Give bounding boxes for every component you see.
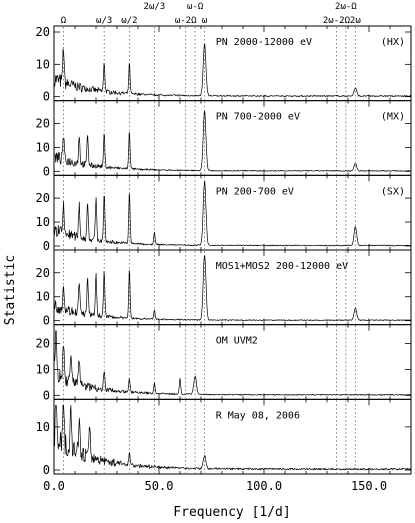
spectrum-curve: [54, 255, 411, 321]
x-axis-title: Frequency [1/d]: [173, 505, 290, 520]
reference-label-7: 2ω-2Ω: [323, 16, 351, 26]
y-tick-label: 10: [36, 57, 50, 71]
spectrum-curve: [54, 110, 411, 172]
y-tick-label: 10: [36, 420, 50, 434]
x-tick-label-3: 150.0: [351, 479, 387, 493]
y-tick-label: 10: [36, 215, 50, 229]
panel-frame: [53, 398, 412, 475]
panel-1: 0 10 20 PN 2000-12000 eV (HX): [36, 25, 412, 104]
panel-5: 0 10 20 OM UVM2: [36, 324, 412, 402]
spectrum-curve: [54, 181, 411, 247]
spectrum-curve: [54, 404, 411, 471]
panel-label: MOS1+MOS2 200-12000 eV: [216, 261, 348, 272]
y-tick-label: 10: [36, 290, 50, 304]
spectrum-curve: [54, 43, 411, 98]
reference-label-4: ω-2Ω: [175, 16, 197, 26]
x-tick-label-2: 100.0: [246, 479, 282, 493]
panel-tag: (MX): [381, 112, 405, 123]
spectrum-curve: [54, 330, 411, 396]
panel-label: PN 700-2000 eV: [216, 112, 300, 123]
panel-4: 0 10 20 MOS1+MOS2 200-12000 eV: [36, 249, 412, 328]
reference-label-5: ω-Ω: [187, 2, 204, 12]
y-tick-label: 0: [43, 314, 50, 328]
reference-label-3: 2ω/3: [144, 2, 166, 12]
panel-6: 0 10 R May 08, 2006: [36, 398, 412, 477]
panel-label: PN 2000-12000 eV: [216, 37, 312, 48]
x-tick-label-1: 50.0: [145, 479, 174, 493]
x-axis: 0.0 50.0 100.0 150.0: [43, 479, 387, 493]
panel-label: PN 200-700 eV: [216, 186, 294, 197]
panel-stack: 0 10 20 PN 2000-12000 eV (HX) 0 10 20 PN 700-200…: [36, 25, 412, 477]
y-tick-label: 10: [36, 362, 50, 376]
reference-label-6: ω: [202, 16, 208, 26]
y-tick-label: 20: [36, 191, 50, 205]
panel-label: R May 08, 2006: [216, 410, 300, 421]
y-tick-label: 20: [36, 266, 50, 280]
reference-label-8: 2ω-Ω: [335, 2, 357, 12]
reference-label-9: 2ω: [350, 16, 361, 26]
panel-tag: (HX): [381, 37, 405, 48]
x-tick-label-0: 0.0: [43, 479, 65, 493]
y-tick-label: 0: [43, 164, 50, 178]
y-tick-label: 0: [43, 463, 50, 477]
panel-tag: (SX): [381, 186, 405, 197]
reference-label-0: Ω: [61, 16, 67, 26]
reference-label-2: ω/2: [121, 16, 137, 26]
panel-3: 0 10 20 PN 200-700 eV (SX): [36, 174, 412, 253]
y-tick-label: 0: [43, 239, 50, 253]
y-tick-label: 20: [36, 25, 50, 39]
y-tick-label: 20: [36, 116, 50, 130]
y-tick-label: 0: [43, 388, 50, 402]
y-axis-title: Statistic: [3, 255, 18, 325]
reference-label-1: ω/3: [96, 16, 112, 26]
panel-label: OM UVM2: [216, 336, 258, 347]
panel-2: 0 10 20 PN 700-2000 eV (MX): [36, 100, 412, 178]
y-tick-label: 20: [36, 337, 50, 351]
y-tick-label: 0: [43, 90, 50, 104]
y-tick-label: 10: [36, 140, 50, 154]
